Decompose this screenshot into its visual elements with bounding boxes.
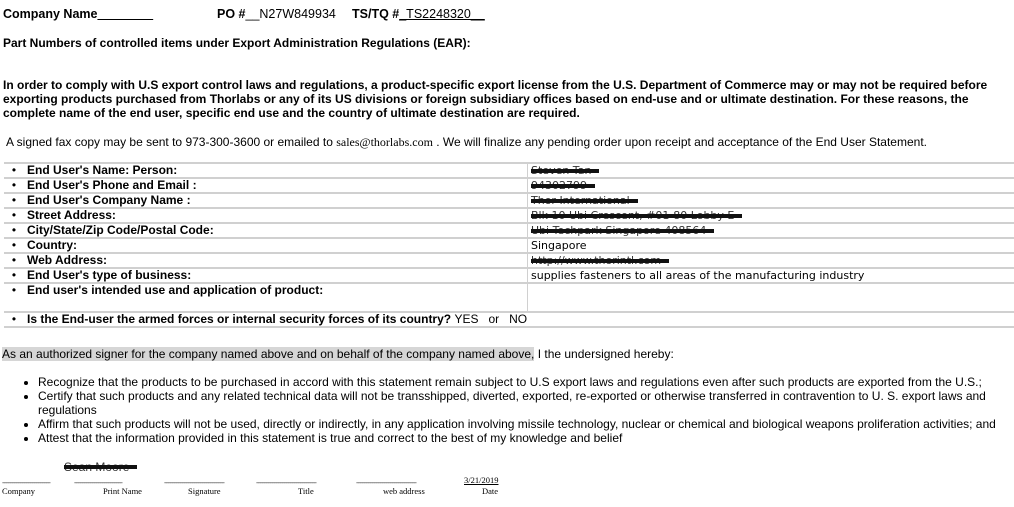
field-label: City/State/Zip Code/Postal Code: <box>24 222 528 238</box>
label-signature: Signature <box>188 486 221 496</box>
fax-note: A signed fax copy may be sent to 973-300… <box>6 135 927 149</box>
field-label: End User's type of business: <box>24 267 528 283</box>
field-label: Country: <box>24 237 528 253</box>
form-row: • Country: Singapore <box>4 237 1014 253</box>
field-value[interactable]: Ubi Techpark Singapore 408564 <box>527 222 1014 238</box>
field-value[interactable]: supplies fasteners to all areas of the m… <box>527 267 1014 283</box>
form-row: • Street Address: Blk 10 Ubi Crescent, #01… <box>4 207 1014 223</box>
attestation-item: Affirm that such products will not be us… <box>38 417 1014 431</box>
field-label: End User's Phone and Email : <box>24 177 528 193</box>
label-title: Title <box>298 486 314 496</box>
form-row: • End User's Company Name : Thor Internati… <box>4 192 1014 208</box>
bullet: • <box>4 162 24 178</box>
subtitle: Part Numbers of controlled items under E… <box>3 36 471 50</box>
company-name-field: Company Name________ <box>3 7 154 21</box>
field-label: End user's intended use and application … <box>24 282 528 312</box>
field-value[interactable]: Thor International <box>527 192 1014 208</box>
date-value: 3/21/2019 <box>464 475 499 485</box>
field-value[interactable]: Singapore <box>527 237 1014 253</box>
end-user-form: • End User's Name: Person: Steven Tan • End … <box>4 162 1014 328</box>
bullet: • <box>4 252 24 268</box>
bullet: • <box>4 192 24 208</box>
field-label: End User's Company Name : <box>24 192 528 208</box>
bullet: • <box>4 267 24 283</box>
attestation-item: Recognize that the products to be purcha… <box>38 375 1014 389</box>
field-value[interactable] <box>527 282 1014 312</box>
field-label: End User's Name: Person: <box>24 162 528 178</box>
po-number-field: PO #__N27W849934 <box>217 7 336 21</box>
email-link[interactable]: sales@thorlabs.com <box>336 135 433 149</box>
field-value[interactable]: http://www.thorintl.com <box>527 252 1014 268</box>
label-web-address: web address <box>383 486 425 496</box>
armed-forces-row: • Is the End-user the armed forces or int… <box>4 311 1014 328</box>
intro-paragraph: In order to comply with U.S export contr… <box>3 78 988 120</box>
bullet: • <box>4 207 24 223</box>
attestation-item: Certify that such products and any relat… <box>38 389 1014 417</box>
form-row: • End User's Name: Person: Steven Tan <box>4 162 1014 178</box>
bullet: • <box>4 177 24 193</box>
field-value[interactable]: Steven Tan <box>527 162 1014 178</box>
field-label: Web Address: <box>24 252 528 268</box>
label-date: Date <box>482 486 499 496</box>
label-company: Company <box>2 486 36 496</box>
ts-number-field: TS/TQ #_TS2248320__ <box>352 7 485 21</box>
field-label: Street Address: <box>24 207 528 223</box>
label-print-name: Print Name <box>103 486 142 496</box>
form-row: • End user's intended use and application… <box>4 282 1014 312</box>
field-value[interactable]: 94302799 <box>527 177 1014 193</box>
attestation-item: Attest that the information provided in … <box>38 431 1014 445</box>
print-name-value: Sean Moore <box>64 460 138 474</box>
form-row: • City/State/Zip Code/Postal Code: Ubi Tec… <box>4 222 1014 238</box>
form-row: • Web Address: http://www.thorintl.com <box>4 252 1014 268</box>
attestation-list: Recognize that the products to be purcha… <box>18 375 1014 445</box>
form-row: • End User's Phone and Email :94302799 <box>4 177 1014 193</box>
bullet: • <box>4 222 24 238</box>
bullet: • <box>4 282 24 312</box>
bullet: • <box>4 237 24 253</box>
field-value[interactable]: Blk 10 Ubi Crescent, #01-80 Lobby E <box>527 207 1014 223</box>
form-row: • End User's type of business: supplies fa… <box>4 267 1014 283</box>
authorization-statement: As an authorized signer for the company … <box>2 347 674 361</box>
